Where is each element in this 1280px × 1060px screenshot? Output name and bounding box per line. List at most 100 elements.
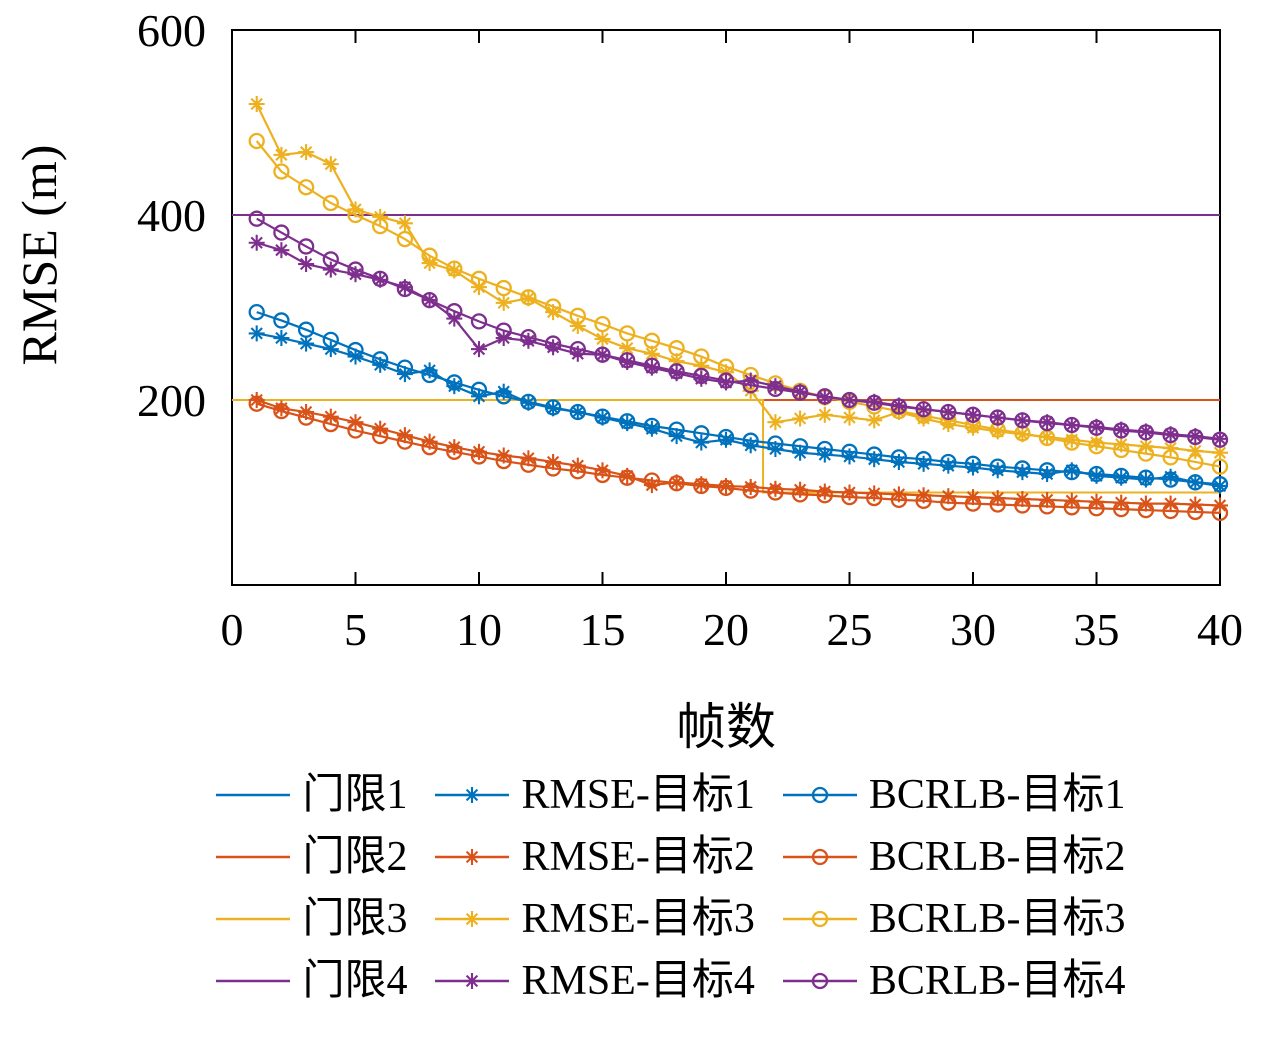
asterisk-marker <box>497 296 510 310</box>
asterisk-marker <box>793 412 807 425</box>
circle-marker <box>619 413 636 430</box>
circle-marker <box>544 399 562 416</box>
asterisk-marker <box>621 342 634 355</box>
circle-marker <box>594 466 611 484</box>
circle-marker <box>1211 476 1229 493</box>
circle-marker <box>1113 441 1130 459</box>
asterisk-marker <box>769 416 782 429</box>
legend-line-sample <box>216 917 291 921</box>
circle-marker <box>1113 467 1130 485</box>
circle-marker <box>1162 449 1179 466</box>
circle-marker <box>544 460 562 477</box>
circle-marker <box>470 381 488 398</box>
circle-marker <box>297 238 315 255</box>
circle-marker <box>1038 414 1056 432</box>
circle-marker <box>372 217 389 235</box>
asterisk-marker <box>596 332 609 346</box>
legend-item-bcrlb-target-1: BCRLB-目标1 <box>781 766 1126 824</box>
circle-marker <box>964 495 982 512</box>
series-line-bcrlb-target-4 <box>256 217 1221 441</box>
circle-marker <box>693 425 710 442</box>
legend-item-threshold-1: 门限1 <box>214 766 407 824</box>
asterisk-marker <box>645 347 659 360</box>
circle-marker <box>396 230 414 248</box>
circle-marker <box>322 415 339 433</box>
circle-marker <box>668 340 685 357</box>
asterisk-marker <box>843 411 856 424</box>
asterisk-marker <box>275 148 288 162</box>
legend-item-bcrlb-target-3: BCRLB-目标3 <box>781 890 1126 948</box>
circle-marker <box>643 472 661 489</box>
circle-marker <box>717 428 735 446</box>
circle-marker <box>421 439 438 456</box>
asterisk-marker <box>769 442 782 456</box>
circle-marker <box>964 406 982 423</box>
circle-marker <box>841 488 858 506</box>
circle-marker <box>791 384 809 401</box>
asterisk-marker <box>1115 438 1128 451</box>
legend-asterisk-sample <box>435 973 510 989</box>
circle-marker <box>619 352 636 369</box>
circle-marker <box>1063 499 1080 516</box>
circle-marker <box>1162 502 1179 520</box>
circle-marker <box>569 340 586 358</box>
circle-marker <box>890 449 908 466</box>
circle-marker <box>1113 500 1130 518</box>
circle-marker <box>767 380 784 398</box>
circle-marker <box>915 401 932 418</box>
y-tick-label: 200 <box>137 375 206 426</box>
legend-item-bcrlb-target-4: BCRLB-目标4 <box>781 952 1126 1010</box>
circle-marker <box>811 972 828 990</box>
circle-marker <box>1063 434 1080 451</box>
legend-line-sample <box>216 793 291 797</box>
circle-marker <box>520 393 537 411</box>
circle-marker <box>372 427 389 445</box>
circle-marker <box>1211 504 1229 521</box>
circle-marker <box>1038 462 1056 479</box>
circle-marker <box>767 484 784 501</box>
circle-marker <box>693 367 710 385</box>
legend-asterisk-sample <box>435 849 510 865</box>
asterisk-marker <box>917 489 930 502</box>
legend-item-rmse-target-3: RMSE-目标3 <box>433 890 755 948</box>
circle-marker <box>643 332 661 349</box>
circle-marker <box>569 463 586 480</box>
circle-marker <box>495 279 512 297</box>
legend-line-sample <box>216 855 291 859</box>
circle-marker <box>668 475 685 492</box>
circle-marker <box>322 251 339 268</box>
asterisk-marker <box>466 912 479 926</box>
asterisk-marker <box>423 435 436 448</box>
circle-marker <box>866 394 883 411</box>
circle-marker <box>1014 412 1031 429</box>
circle-marker <box>1211 458 1229 475</box>
legend-line-sample <box>216 979 291 983</box>
series-line-bcrlb-target-2 <box>256 402 1221 514</box>
circle-marker <box>742 432 759 449</box>
circle-marker <box>791 438 809 455</box>
circle-marker <box>421 366 438 384</box>
series-rmse-target-1 <box>248 325 1228 495</box>
circle-marker <box>1137 469 1155 486</box>
circle-marker <box>989 409 1006 426</box>
legend-label-bcrlb-target-3: BCRLB-目标3 <box>868 896 1126 942</box>
circle-marker <box>569 307 586 324</box>
circle-marker <box>495 322 512 339</box>
series-bcrlb-target-1 <box>248 303 1229 493</box>
circle-marker <box>1187 428 1204 446</box>
circle-marker <box>940 494 957 511</box>
asterisk-marker <box>1189 444 1202 458</box>
circle-marker <box>742 377 759 394</box>
circle-marker <box>717 479 735 497</box>
plot-area: 0 5 10 15 20 25 30 35 40 200 400 600 <box>137 5 1243 655</box>
legend-asterisk-sample <box>435 911 510 927</box>
series-rmse-target-3 <box>248 96 1228 461</box>
circle-marker <box>1113 422 1130 439</box>
circle-marker <box>594 346 611 363</box>
circle-marker <box>421 291 438 309</box>
legend-label-rmse-target-2: RMSE-目标2 <box>521 834 755 880</box>
series-bcrlb-target-2 <box>248 395 1229 521</box>
circle-marker <box>248 303 265 321</box>
asterisk-marker <box>497 449 510 462</box>
